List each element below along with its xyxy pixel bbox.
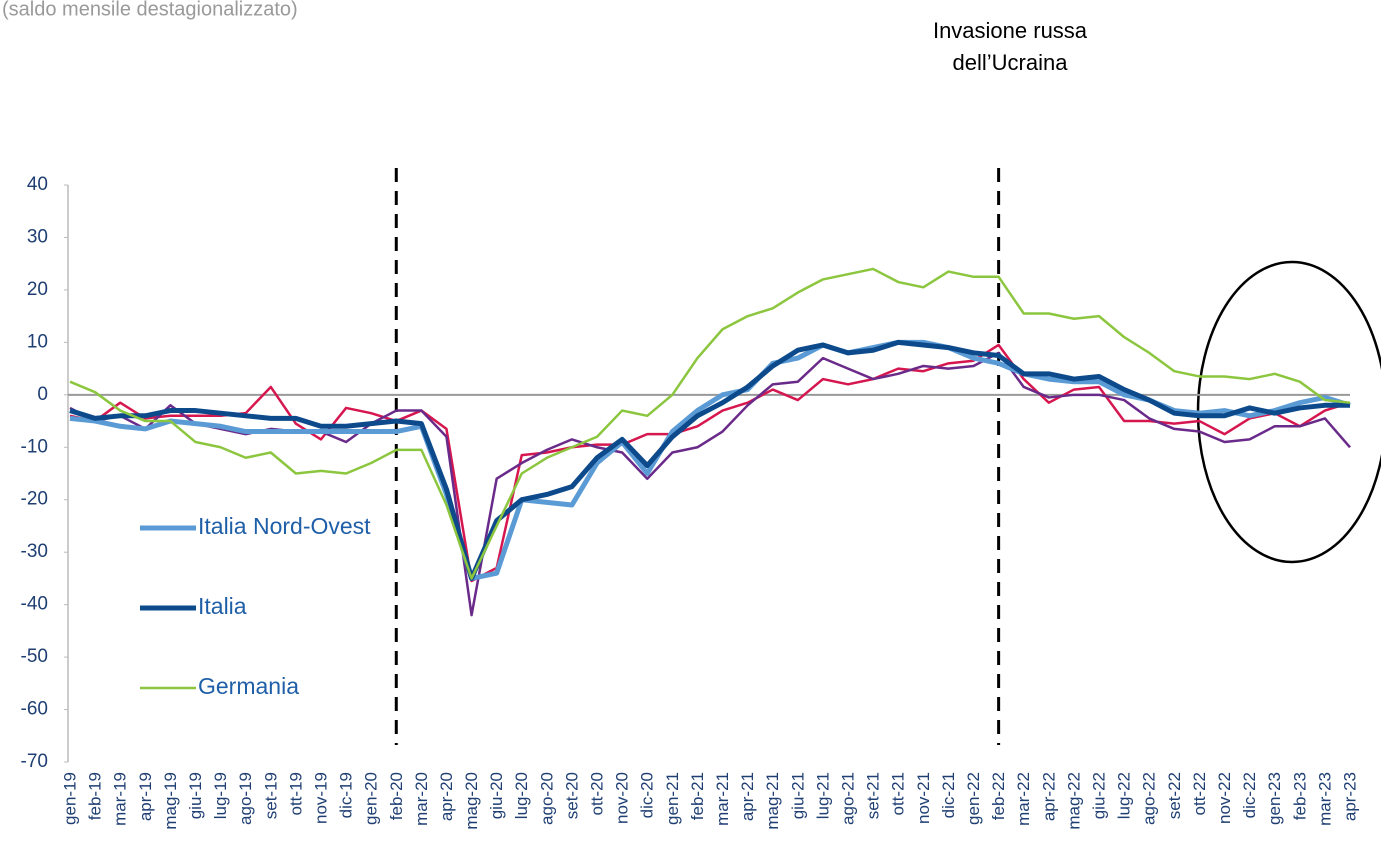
- y-tick-label: -30: [21, 541, 48, 562]
- legend-label: Italia Nord-Ovest: [198, 513, 371, 539]
- x-tick-label: lug-21: [813, 772, 832, 819]
- y-tick-label: -70: [21, 751, 48, 772]
- x-tick-label: dic-21: [939, 772, 958, 818]
- x-tick-label: giu-22: [1090, 772, 1109, 819]
- x-tick-label: mag-19: [161, 772, 180, 830]
- x-tick-label: nov-19: [311, 772, 330, 824]
- x-tick-label: ott-19: [286, 772, 305, 815]
- x-tick-label: ago-20: [537, 772, 556, 825]
- x-tick-label: feb-22: [989, 772, 1008, 820]
- x-tick-label: apr-19: [136, 772, 155, 821]
- x-tick-label: feb-19: [86, 772, 105, 820]
- x-tick-label: set-21: [864, 772, 883, 819]
- x-tick-label: ott-21: [889, 772, 908, 815]
- legend-label: Germania: [198, 673, 299, 699]
- x-tick-label: mar-22: [1014, 772, 1033, 826]
- x-tick-label: feb-20: [387, 772, 406, 820]
- x-tick-label: apr-22: [1039, 772, 1058, 821]
- x-tick-label: gen-21: [663, 772, 682, 825]
- x-tick-label: mag-22: [1064, 772, 1083, 830]
- x-tick-label: apr-20: [437, 772, 456, 821]
- x-tick-label: lug-19: [211, 772, 230, 819]
- x-tick-label: ott-22: [1190, 772, 1209, 815]
- x-tick-label: gen-19: [60, 772, 79, 825]
- x-tick-label: ago-19: [236, 772, 255, 825]
- y-tick-label: -10: [21, 436, 48, 457]
- y-tick-label: 30: [27, 226, 48, 247]
- x-tick-label: giu-21: [788, 772, 807, 819]
- x-tick-label: nov-20: [613, 772, 632, 824]
- x-tick-label: nov-22: [1215, 772, 1234, 824]
- series-line: [69, 351, 1351, 617]
- y-tick-label: -50: [21, 646, 48, 667]
- x-tick-label: apr-23: [1340, 772, 1359, 821]
- x-tick-label: mag-21: [763, 772, 782, 830]
- x-tick-label: dic-19: [337, 772, 356, 818]
- series-line: [69, 339, 1351, 581]
- x-tick-label: mar-20: [412, 772, 431, 826]
- series-line: [69, 267, 1351, 580]
- x-tick-label: ago-21: [839, 772, 858, 825]
- x-tick-label: feb-21: [688, 772, 707, 820]
- series-line: [69, 339, 1350, 581]
- x-tick-label: set-22: [1165, 772, 1184, 819]
- x-tick-label: nov-21: [914, 772, 933, 824]
- x-tick-label: gen-22: [964, 772, 983, 825]
- x-tick-label: mag-20: [462, 772, 481, 830]
- y-tick-label: -60: [21, 699, 48, 720]
- legend-label: Italia: [198, 593, 247, 619]
- x-tick-label: lug-22: [1115, 772, 1134, 819]
- y-tick-label: -20: [21, 489, 48, 510]
- x-tick-label: set-19: [261, 772, 280, 819]
- subtitle: (saldo mensile destagionalizzato): [2, 0, 298, 20]
- y-tick-label: 40: [27, 174, 48, 195]
- x-tick-label: giu-20: [487, 772, 506, 819]
- y-tick-label: 20: [27, 279, 48, 300]
- x-tick-label: dic-20: [638, 772, 657, 818]
- x-tick-label: giu-19: [186, 772, 205, 819]
- annotation: Invasione russa: [933, 18, 1088, 43]
- x-tick-label: feb-23: [1290, 772, 1309, 820]
- x-tick-label: set-20: [562, 772, 581, 819]
- annotation: dell’Ucraina: [953, 50, 1069, 75]
- y-tick-label: -40: [21, 594, 48, 615]
- x-tick-label: apr-21: [738, 772, 757, 821]
- x-tick-label: lug-20: [512, 772, 531, 819]
- x-tick-label: ago-22: [1140, 772, 1159, 825]
- y-tick-label: 10: [27, 331, 48, 352]
- series-line: [69, 343, 1351, 583]
- x-tick-label: mar-21: [713, 772, 732, 826]
- x-tick-label: mar-19: [111, 772, 130, 826]
- x-tick-label: dic-22: [1240, 772, 1259, 818]
- x-tick-label: ott-20: [588, 772, 607, 815]
- x-tick-label: mar-23: [1315, 772, 1334, 826]
- x-tick-label: gen-23: [1265, 772, 1284, 825]
- x-tick-label: gen-20: [362, 772, 381, 825]
- y-tick-label: 0: [37, 384, 48, 405]
